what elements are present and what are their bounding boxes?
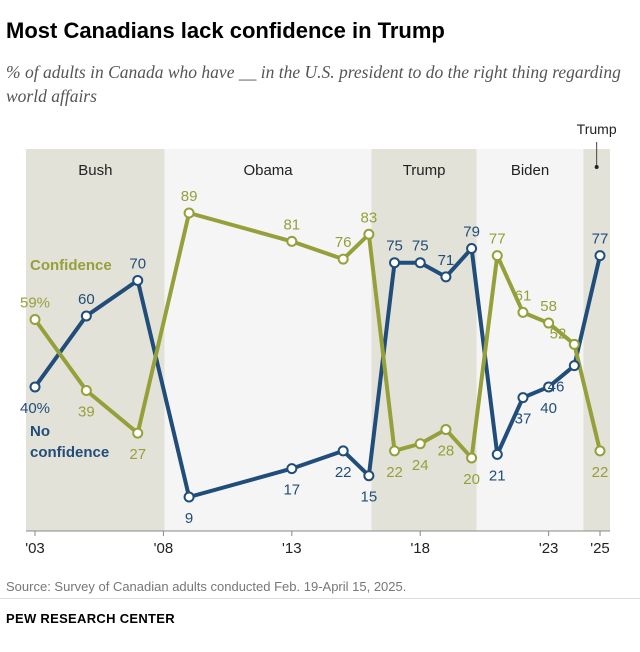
data-label-confidence-2003: 59% (20, 295, 50, 312)
source-note: Source: Survey of Canadian adults conduc… (6, 579, 407, 594)
data-label-no-confidence-2016: 15 (361, 489, 378, 506)
data-label-confidence-2024: 52 (550, 325, 567, 342)
data-label-no-confidence-2003: 40% (20, 400, 50, 417)
point-no-confidence-2021 (491, 448, 503, 460)
data-label-confidence-2018: 24 (412, 457, 429, 474)
series-line-no-confidence (33, 246, 602, 499)
pew-logo: PEW RESEARCH CENTER (6, 611, 175, 626)
period-band-obama (164, 149, 372, 531)
data-label-confidence-2009: 89 (181, 188, 198, 205)
point-confidence-2015 (337, 253, 349, 265)
point-confidence-2019 (440, 424, 452, 436)
data-label-no-confidence-2021: 21 (489, 467, 506, 484)
data-label-no-confidence-2005: 60 (78, 291, 95, 308)
period-band-biden (476, 149, 584, 531)
trump-second-term-annotation: Trump (577, 121, 617, 137)
data-label-no-confidence-2023: 40 (540, 400, 557, 417)
series-label-line: No (30, 423, 50, 440)
point-no-confidence-2025 (594, 250, 606, 262)
annotation-dot (594, 165, 599, 169)
point-no-confidence-2005 (80, 310, 92, 322)
point-no-confidence-2009 (183, 491, 195, 503)
data-label-confidence-2016: 83 (361, 209, 378, 226)
period-label-obama: Obama (243, 162, 293, 179)
data-label-no-confidence-2022: 37 (515, 411, 532, 428)
data-label-confidence-2019: 28 (438, 443, 455, 460)
point-no-confidence-2016 (363, 470, 375, 482)
point-no-confidence-2022 (517, 392, 529, 404)
x-tick-label: '25 (590, 540, 610, 557)
data-label-confidence-2005: 39 (78, 404, 95, 421)
series-label-confidence: Confidence (30, 257, 112, 274)
data-label-confidence-2022: 61 (515, 287, 532, 304)
point-confidence-2023 (543, 317, 555, 329)
point-confidence-2007 (132, 427, 144, 439)
point-confidence-2020 (466, 452, 478, 464)
data-label-confidence-2025: 22 (592, 464, 609, 481)
period-label-trump: Trump (403, 162, 446, 179)
series-line-confidence (33, 211, 602, 460)
point-confidence-2013 (286, 235, 298, 247)
point-confidence-2018 (414, 438, 426, 450)
point-no-confidence-2018 (414, 257, 426, 269)
point-confidence-2003 (29, 314, 41, 325)
point-confidence-2016 (363, 228, 375, 240)
data-label-no-confidence-2017: 75 (386, 238, 403, 255)
line-chart: Bush Obama Trump Biden Trump '03 '08 '13 '18 '23 '… (20, 121, 617, 557)
point-confidence-2017 (389, 445, 401, 457)
x-tick-label: '13 (282, 540, 302, 557)
data-label-confidence-2017: 22 (386, 464, 403, 481)
data-label-confidence-2007: 27 (129, 446, 146, 463)
point-confidence-2022 (517, 306, 529, 318)
point-no-confidence-2007 (132, 274, 144, 286)
period-label-biden: Biden (511, 162, 549, 179)
point-no-confidence-2023 (543, 381, 555, 393)
data-label-no-confidence-2019: 71 (438, 252, 455, 269)
data-label-confidence-2015: 76 (335, 234, 352, 251)
point-confidence-2005 (80, 385, 92, 396)
data-label-confidence-2021: 77 (489, 231, 506, 248)
data-label-confidence-2020: 20 (463, 471, 480, 488)
data-label-no-confidence-2015: 22 (335, 464, 352, 481)
point-confidence-2021 (491, 250, 503, 262)
data-label-no-confidence-2020: 79 (463, 224, 480, 241)
point-no-confidence-2017 (389, 257, 401, 269)
x-tick-label: '08 (154, 540, 174, 557)
period-label-bush: Bush (78, 162, 112, 179)
point-confidence-2024 (568, 338, 580, 350)
data-label-confidence-2013: 81 (283, 216, 300, 233)
data-label-no-confidence-2013: 17 (283, 482, 300, 499)
x-tick-label: '18 (410, 540, 430, 557)
point-no-confidence-2003 (29, 381, 41, 393)
data-label-no-confidence-2009: 9 (185, 510, 193, 527)
footer-divider (0, 598, 640, 599)
point-no-confidence-2019 (440, 271, 452, 283)
point-no-confidence-2015 (337, 445, 349, 457)
point-no-confidence-2013 (286, 463, 298, 475)
data-label-no-confidence-2025: 77 (592, 231, 609, 248)
data-label-no-confidence-2018: 75 (412, 238, 429, 255)
series-label-no-confidence: No confidence (30, 423, 109, 461)
data-label-no-confidence-2024: 46 (548, 379, 565, 396)
data-label-no-confidence-2007: 70 (129, 255, 146, 272)
period-band-trump (371, 149, 477, 531)
x-tick-label: '23 (539, 540, 559, 557)
x-tick-label: '03 (25, 540, 45, 557)
point-confidence-2009 (183, 207, 195, 219)
chart-title: Most Canadians lack confidence in Trump (6, 18, 445, 43)
series-label-line: confidence (30, 444, 109, 461)
chart-subtitle: % of adults in Canada who have __ in the… (6, 62, 621, 106)
point-no-confidence-2020 (466, 243, 478, 254)
period-band-trump-second (583, 149, 610, 531)
period-band-bush (26, 149, 165, 531)
point-no-confidence-2024 (568, 360, 580, 372)
point-confidence-2025 (594, 445, 606, 457)
data-label-confidence-2023: 58 (540, 298, 557, 315)
